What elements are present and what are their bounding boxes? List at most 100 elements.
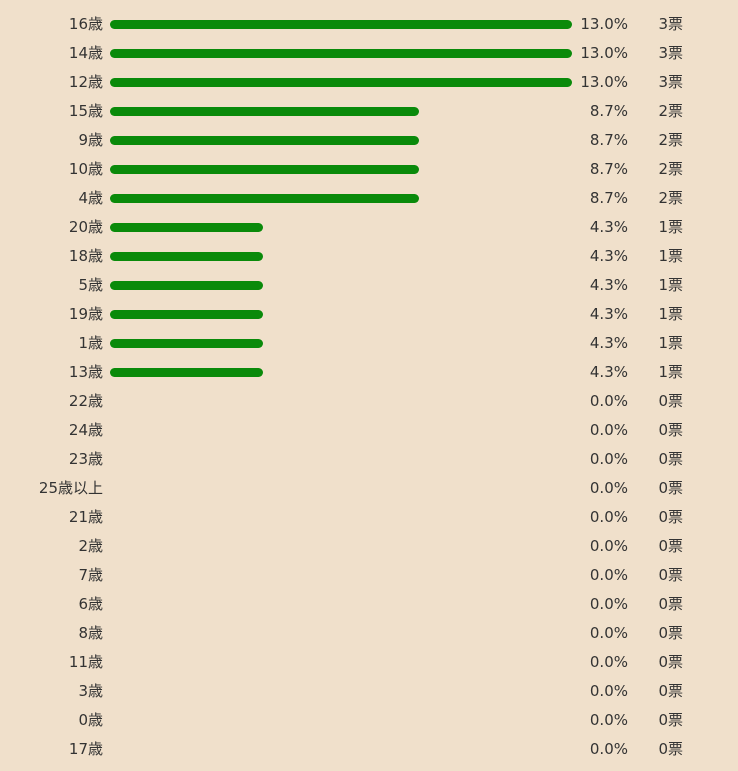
percent-label: 13.0%	[580, 15, 628, 33]
category-label: 9歳	[78, 131, 103, 149]
vote-count-label: 0票	[658, 740, 683, 758]
vote-count-label: 0票	[658, 682, 683, 700]
percent-label: 8.7%	[589, 189, 628, 207]
bar-track	[110, 513, 572, 522]
poll-row: 23歳 0.0% 0票	[0, 445, 738, 474]
category-label: 0歳	[78, 711, 103, 729]
poll-row: 12歳 13.0% 3票	[0, 68, 738, 97]
vote-count-label: 3票	[658, 15, 683, 33]
category-label: 3歳	[78, 682, 103, 700]
percent-label: 8.7%	[589, 160, 628, 178]
percent-label: 8.7%	[589, 102, 628, 120]
bar-track	[110, 716, 572, 725]
category-label: 25歳以上	[38, 479, 103, 497]
poll-row: 8歳 0.0% 0票	[0, 619, 738, 648]
category-label: 19歳	[68, 305, 103, 323]
bar	[110, 136, 419, 145]
bar-track	[110, 194, 572, 203]
category-label: 21歳	[68, 508, 103, 526]
poll-row: 24歳 0.0% 0票	[0, 416, 738, 445]
bar	[110, 49, 572, 58]
poll-row: 0歳 0.0% 0票	[0, 706, 738, 735]
bar-track	[110, 426, 572, 435]
percent-label: 0.0%	[589, 740, 628, 758]
bar	[110, 339, 263, 348]
vote-count-label: 1票	[658, 276, 683, 294]
percent-label: 0.0%	[589, 653, 628, 671]
percent-label: 13.0%	[580, 73, 628, 91]
vote-count-label: 0票	[658, 624, 683, 642]
percent-label: 8.7%	[589, 131, 628, 149]
category-label: 11歳	[68, 653, 103, 671]
poll-row: 6歳 0.0% 0票	[0, 590, 738, 619]
vote-count-label: 0票	[658, 653, 683, 671]
poll-row: 18歳 4.3% 1票	[0, 242, 738, 271]
poll-row: 17歳 0.0% 0票	[0, 735, 738, 764]
vote-count-label: 1票	[658, 247, 683, 265]
vote-count-label: 1票	[658, 305, 683, 323]
poll-row: 9歳 8.7% 2票	[0, 126, 738, 155]
bar-track	[110, 542, 572, 551]
percent-label: 4.3%	[589, 334, 628, 352]
poll-row: 19歳 4.3% 1票	[0, 300, 738, 329]
bar	[110, 107, 419, 116]
category-label: 22歳	[68, 392, 103, 410]
bar	[110, 252, 263, 261]
bar	[110, 20, 572, 29]
vote-count-label: 3票	[658, 44, 683, 62]
percent-label: 4.3%	[589, 247, 628, 265]
category-label: 24歳	[68, 421, 103, 439]
category-label: 10歳	[68, 160, 103, 178]
percent-label: 0.0%	[589, 624, 628, 642]
poll-row: 5歳 4.3% 1票	[0, 271, 738, 300]
category-label: 17歳	[68, 740, 103, 758]
bar-track	[110, 629, 572, 638]
percent-label: 4.3%	[589, 363, 628, 381]
percent-label: 0.0%	[589, 392, 628, 410]
vote-count-label: 0票	[658, 537, 683, 555]
bar-track	[110, 571, 572, 580]
percent-label: 4.3%	[589, 305, 628, 323]
poll-row: 16歳 13.0% 3票	[0, 10, 738, 39]
bar-track	[110, 310, 572, 319]
percent-label: 0.0%	[589, 508, 628, 526]
bar	[110, 368, 263, 377]
poll-row: 1歳 4.3% 1票	[0, 329, 738, 358]
category-label: 7歳	[78, 566, 103, 584]
category-label: 12歳	[68, 73, 103, 91]
category-label: 5歳	[78, 276, 103, 294]
poll-row: 20歳 4.3% 1票	[0, 213, 738, 242]
category-label: 4歳	[78, 189, 103, 207]
category-label: 20歳	[68, 218, 103, 236]
bar	[110, 194, 419, 203]
category-label: 2歳	[78, 537, 103, 555]
bar-track	[110, 455, 572, 464]
bar-track	[110, 223, 572, 232]
bar-track	[110, 484, 572, 493]
percent-label: 0.0%	[589, 421, 628, 439]
poll-row: 7歳 0.0% 0票	[0, 561, 738, 590]
category-label: 16歳	[68, 15, 103, 33]
category-label: 6歳	[78, 595, 103, 613]
vote-count-label: 0票	[658, 508, 683, 526]
poll-row: 11歳 0.0% 0票	[0, 648, 738, 677]
poll-row: 15歳 8.7% 2票	[0, 97, 738, 126]
bar-track	[110, 136, 572, 145]
bar	[110, 310, 263, 319]
category-label: 23歳	[68, 450, 103, 468]
percent-label: 0.0%	[589, 711, 628, 729]
bar	[110, 281, 263, 290]
percent-label: 0.0%	[589, 479, 628, 497]
bar-track	[110, 687, 572, 696]
category-label: 15歳	[68, 102, 103, 120]
percent-label: 0.0%	[589, 537, 628, 555]
bar-track	[110, 165, 572, 174]
percent-label: 13.0%	[580, 44, 628, 62]
percent-label: 0.0%	[589, 566, 628, 584]
bar	[110, 165, 419, 174]
poll-row: 14歳 13.0% 3票	[0, 39, 738, 68]
percent-label: 0.0%	[589, 450, 628, 468]
bar-track	[110, 339, 572, 348]
category-label: 1歳	[78, 334, 103, 352]
